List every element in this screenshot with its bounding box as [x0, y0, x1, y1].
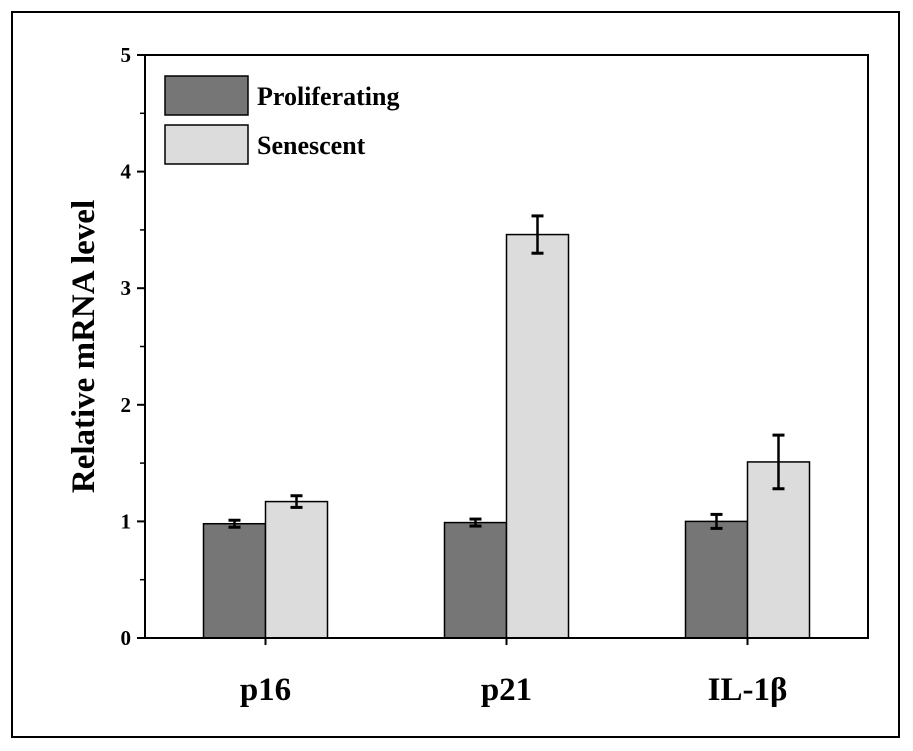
y-axis-label: Relative mRNA level [66, 200, 102, 493]
y-tick-label: 1 [121, 509, 132, 533]
legend-swatch-senescent [164, 124, 249, 165]
y-ticks-layer: 0 1 2 3 4 5 [121, 43, 145, 650]
x-category-labels: p16 p21 IL-1β [240, 638, 788, 708]
bar-proliferating-2 [443, 521, 508, 639]
legend-label-proliferating: Proliferating [257, 82, 399, 111]
bar-proliferating-3 [684, 520, 749, 639]
legend: Proliferating Senescent [164, 75, 399, 165]
y-tick-label: 5 [121, 43, 132, 67]
bar-senescent-1 [264, 500, 329, 639]
bar-senescent-3 [746, 461, 811, 639]
x-category-label: p21 [481, 672, 532, 708]
bars-layer [202, 233, 811, 639]
y-tick-label: 2 [121, 393, 132, 417]
y-tick-label: 4 [121, 160, 132, 184]
y-tick-label: 0 [121, 626, 132, 650]
error-bars-layer [228, 214, 785, 530]
x-category-label: IL-1β [708, 672, 788, 708]
bar-senescent-2 [505, 233, 570, 639]
y-tick-label: 3 [121, 276, 132, 300]
bar-proliferating-1 [202, 522, 267, 639]
legend-label-senescent: Senescent [257, 131, 366, 160]
legend-swatch-proliferating [164, 75, 249, 116]
x-category-label: p16 [240, 672, 291, 708]
